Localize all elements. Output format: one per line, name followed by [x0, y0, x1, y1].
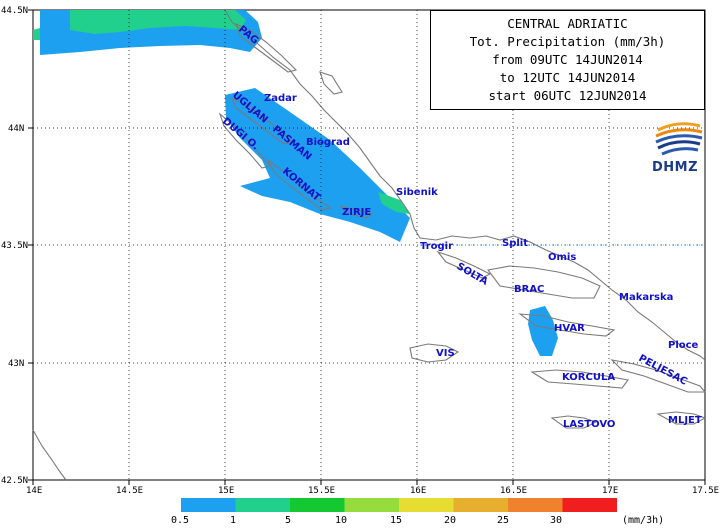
legend-color-box [508, 498, 563, 512]
coastline [32, 9, 707, 481]
legend-color-box [399, 498, 454, 512]
legend-label: 15 [390, 515, 402, 526]
small-islet-north [319, 71, 343, 95]
lat-label: 44N [8, 124, 24, 134]
map-run-start: start 06UTC 12JUN2014 [488, 88, 647, 103]
dhmz-swirl-logo-icon [655, 122, 703, 156]
mljet-island [656, 411, 707, 425]
place-label: Makarska [619, 292, 673, 303]
lat-label: 44.5N [1, 6, 28, 16]
place-label: VIS [436, 348, 455, 359]
legend-label: 25 [497, 515, 509, 526]
legend-color-box [344, 498, 399, 512]
lon-label: 14.5E [116, 486, 143, 495]
map-variable: Tot. Precipitation (mm/3h) [469, 34, 666, 49]
map-valid-to: to 12UTC 14JUN2014 [499, 70, 636, 85]
legend-label: 0.5 [171, 515, 189, 526]
hvar-island [518, 313, 616, 337]
lon-label: 16E [410, 486, 426, 495]
lon-label: 15.5E [308, 486, 335, 495]
legend-unit: (mm/3h) [622, 515, 664, 526]
korcula-island [530, 369, 629, 389]
place-label: MLJET [668, 415, 702, 426]
precip-area-sibenik-moderate [378, 192, 410, 214]
place-label: Trogir [420, 241, 453, 252]
mainland-coast [224, 9, 706, 361]
peljesac-peninsula [610, 359, 707, 393]
legend-color-box [181, 498, 236, 512]
precip-area-zadar-kornat [225, 88, 410, 242]
place-label: KORCULA [562, 372, 615, 383]
italy-coast [32, 429, 67, 481]
place-label: BRAC [514, 284, 544, 295]
lon-label: 14E [26, 486, 42, 495]
legend-label: 5 [285, 515, 291, 526]
graticule [33, 10, 705, 480]
place-label: Zadar [264, 93, 297, 104]
legend-color-box [235, 498, 290, 512]
pag-island [235, 23, 298, 73]
lat-label: 43.5N [1, 241, 28, 251]
place-label: HVAR [554, 323, 585, 334]
lon-label: 17.5E [692, 486, 719, 495]
dhmz-logo-text: DHMZ [652, 160, 699, 175]
place-label: Split [502, 238, 528, 249]
precip-area-north-edge [33, 28, 40, 40]
place-label: Sibenik [396, 187, 438, 198]
lastovo-island [550, 415, 598, 429]
kornat-islands [267, 159, 332, 211]
legend-color-box [290, 498, 345, 512]
place-label: LASTOVO [563, 419, 615, 430]
legend-color-box [453, 498, 508, 512]
brac-island [487, 265, 601, 299]
precip-area-hvar [528, 306, 558, 356]
legend-color-box [562, 498, 617, 512]
ugljan-island [230, 96, 294, 145]
legend-label: 30 [550, 515, 562, 526]
legend-label: 1 [230, 515, 236, 526]
map-title: CENTRAL ADRIATIC [507, 16, 628, 31]
precip-legend: 0.5 1 5 10 15 20 25 30 (mm/3h) [171, 498, 664, 526]
precip-area-pag-moderate [70, 10, 246, 34]
lon-label: 15E [218, 486, 234, 495]
map-valid-from: from 09UTC 14JUN2014 [492, 52, 643, 67]
place-label: Omis [548, 252, 576, 263]
lat-label: 42.5N [1, 476, 28, 486]
map-info-box: CENTRAL ADRIATIC Tot. Precipitation (mm/… [430, 10, 705, 110]
legend-label: 20 [444, 515, 456, 526]
legend-label: 10 [335, 515, 347, 526]
dugi-otok-island [218, 112, 271, 169]
place-label: Ploce [668, 340, 699, 351]
precip-field [33, 10, 558, 356]
vis-island [409, 343, 460, 363]
lat-label: 43N [8, 359, 24, 369]
zirje-island [339, 205, 374, 219]
lon-label: 16.5E [500, 486, 527, 495]
place-label: Biograd [306, 137, 350, 148]
place-label: ZIRJE [342, 207, 371, 218]
lon-label: 17E [602, 486, 618, 495]
solta-island [436, 250, 492, 279]
